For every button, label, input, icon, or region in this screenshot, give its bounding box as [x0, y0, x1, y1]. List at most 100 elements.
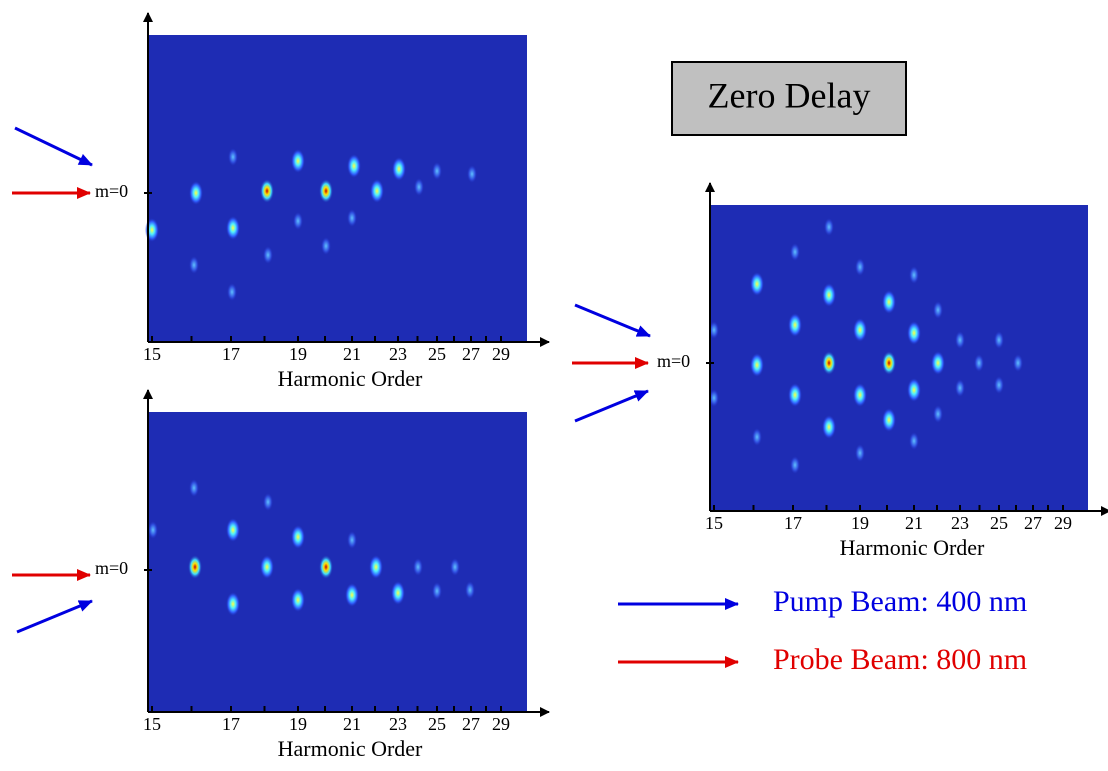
harmonic-spot [391, 581, 405, 605]
tick-label: 19 [289, 344, 307, 364]
tick-label: 23 [389, 344, 407, 364]
harmonic-spot [909, 432, 919, 450]
harmonic-spot [369, 555, 383, 579]
tick-label: 29 [492, 344, 510, 364]
harmonic-spot [933, 301, 943, 319]
harmonic-spot [291, 149, 305, 173]
harmonic-spot [709, 321, 719, 339]
harmonic-spot [432, 582, 442, 600]
harmonic-spot [228, 148, 238, 166]
panels: m=0 15 17 19 21 23 25 27 29 Harmonic Order m=0 15 17… [12, 12, 1108, 761]
harmonic-spot [909, 266, 919, 284]
harmonic-spot [260, 555, 274, 579]
harmonic-spot [347, 209, 357, 227]
harmonic-spot [293, 212, 303, 230]
tick-label: 27 [462, 714, 480, 734]
harmonic-spot [321, 237, 331, 255]
pump-arrow [574, 389, 649, 423]
legend-label: Probe Beam: 800 nm [773, 643, 1027, 676]
harmonic-spot [467, 165, 477, 183]
harmonic-spot [148, 521, 158, 539]
harmonic-spot [347, 154, 361, 178]
box-label: Zero Delay [708, 75, 871, 115]
harmonic-spot [260, 179, 274, 203]
tick-label: 25 [428, 714, 446, 734]
harmonic-spot [709, 389, 719, 407]
harmonic-spot [788, 313, 802, 337]
harmonic-spot [882, 351, 896, 375]
harmonic-spot [955, 331, 965, 349]
harmonic-spot [465, 581, 475, 599]
harmonic-spot [994, 331, 1004, 349]
tick-label: 23 [951, 513, 969, 533]
harmonic-spot [853, 318, 867, 342]
harmonic-spot [189, 181, 203, 205]
harmonic-spot [822, 351, 836, 375]
harmonic-spot [226, 518, 240, 542]
harmonic-spot [822, 415, 836, 439]
tick-label: 25 [990, 513, 1008, 533]
harmonic-spot [345, 583, 359, 607]
tick-label: 21 [905, 513, 923, 533]
harmonic-spot [450, 558, 460, 576]
harmonic-spot [931, 351, 945, 375]
harmonic-spot [907, 321, 921, 345]
harmonic-spot [750, 272, 764, 296]
tick-label: 21 [343, 714, 361, 734]
harmonic-spot [853, 383, 867, 407]
harmonic-spot [824, 218, 834, 236]
harmonic-spot [189, 256, 199, 274]
harmonic-spot [822, 283, 836, 307]
spectrum-image [148, 35, 527, 342]
harmonic-spot [319, 555, 333, 579]
harmonic-spot [414, 178, 424, 196]
harmonic-spot [188, 555, 202, 579]
harmonic-spot [855, 258, 865, 276]
marker-label: m=0 [95, 181, 128, 201]
harmonic-spot [291, 588, 305, 612]
harmonic-spot [882, 408, 896, 432]
harmonic-spot [319, 179, 333, 203]
pump-arrow [16, 599, 93, 634]
harmonic-spot [750, 353, 764, 377]
tick-label: 29 [1054, 513, 1072, 533]
harmonic-spot [347, 531, 357, 549]
harmonic-spot [263, 246, 273, 264]
tick-label: 29 [492, 714, 510, 734]
tick-label: 27 [462, 344, 480, 364]
marker-label: m=0 [657, 351, 690, 371]
harmonic-spot [882, 290, 896, 314]
tick-label: 21 [343, 344, 361, 364]
harmonic-spot [752, 428, 762, 446]
harmonic-spot [226, 216, 240, 240]
legend-label: Pump Beam: 400 nm [773, 585, 1027, 618]
harmonic-spot [994, 376, 1004, 394]
harmonic-spot [790, 243, 800, 261]
harmonic-spot [955, 379, 965, 397]
marker-label: m=0 [95, 558, 128, 578]
harmonic-spot [227, 283, 237, 301]
harmonic-spot [974, 354, 984, 372]
label-box [671, 61, 907, 136]
harmonic-spot [933, 405, 943, 423]
spectrum-image [148, 412, 527, 712]
harmonic-spot [263, 493, 273, 511]
axis-label: Harmonic Order [278, 366, 423, 391]
tick-label: 17 [784, 513, 802, 533]
tick-label: 25 [428, 344, 446, 364]
harmonic-spot [790, 456, 800, 474]
harmonic-spot [788, 383, 802, 407]
pump-arrow [574, 303, 651, 338]
harmonic-spot [1013, 354, 1023, 372]
harmonic-spot [432, 162, 442, 180]
harmonic-spot [855, 444, 865, 462]
tick-label: 17 [222, 344, 240, 364]
harmonic-spot [370, 179, 384, 203]
spectrum-image [710, 205, 1088, 511]
tick-label: 15 [143, 714, 161, 734]
tick-label: 15 [705, 513, 723, 533]
harmonic-spot [413, 558, 423, 576]
harmonic-spot [189, 479, 199, 497]
axis-label: Harmonic Order [278, 736, 423, 761]
